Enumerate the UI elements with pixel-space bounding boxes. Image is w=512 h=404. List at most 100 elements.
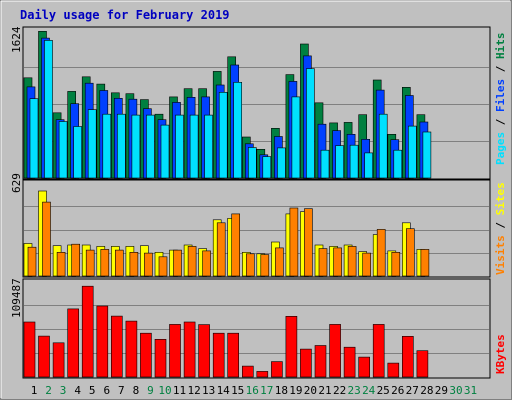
bar-visits-day-25 [376, 229, 386, 277]
bar-kbytes-day-12 [183, 321, 196, 378]
x-tick-label-day-26: 26 [391, 384, 404, 397]
bar-pages-day-27 [407, 125, 417, 179]
x-tick-label-day-7: 7 [118, 384, 125, 397]
x-tick-label-day-5: 5 [89, 384, 96, 397]
x-tick-label-day-1: 1 [31, 384, 38, 397]
legend-sep-1: / [494, 112, 507, 132]
x-tick-label-day-31: 31 [464, 384, 477, 397]
bar-visits-day-7 [115, 249, 124, 277]
bar-pages-day-8 [131, 114, 141, 179]
bar-visits-day-3 [56, 252, 66, 277]
bar-kbytes-day-2 [38, 335, 50, 378]
bar-visits-day-23 [347, 246, 357, 277]
bar-pages-day-1 [29, 98, 39, 179]
bar-kbytes-day-27 [401, 335, 414, 378]
x-tick-label-day-28: 28 [420, 384, 433, 397]
legend-kbytes: KBytes [494, 334, 507, 374]
bar-visits-day-22 [333, 247, 342, 277]
bar-kbytes-day-23 [343, 346, 356, 378]
x-tick-label-day-9: 9 [147, 384, 154, 397]
x-axis-day-labels: 1 2 3 4 5 6 7 8 9 10 11 12 13 14 15 16 17 18 19 20 21 22 23 24 2… [31, 384, 477, 397]
bar-visits-day-13 [202, 250, 211, 277]
bar-kbytes-day-4 [67, 308, 79, 378]
bar-pages-day-5 [87, 109, 97, 179]
x-tick-label-day-8: 8 [133, 384, 140, 397]
legend-visits: Visits [494, 235, 507, 275]
bar-visits-day-2 [42, 201, 51, 277]
bar-visits-day-24 [362, 252, 372, 277]
legend-pages: Pages [494, 132, 507, 165]
x-tick-label-day-10: 10 [158, 384, 171, 397]
bar-pages-day-23 [349, 144, 359, 179]
svg-text:Visits / Sites: Visits / Sites [494, 182, 507, 275]
x-tick-label-day-29: 29 [435, 384, 448, 397]
bar-kbytes-day-18 [271, 361, 283, 378]
bar-visits-day-12 [187, 246, 197, 277]
x-tick-label-day-24: 24 [362, 384, 376, 397]
bar-kbytes-day-21 [314, 345, 327, 378]
bar-pages-day-28 [422, 131, 432, 179]
bar-kbytes-day-20 [300, 348, 312, 378]
bar-kbytes-day-5 [81, 285, 94, 378]
bar-kbytes-day-26 [387, 362, 400, 378]
x-tick-label-day-14: 14 [217, 384, 231, 397]
bar-kbytes-day-17 [256, 371, 269, 378]
x-tick-label-day-21: 21 [318, 384, 331, 397]
legend-sites: Visits / Sites [494, 182, 507, 275]
bar-pages-day-15 [233, 82, 242, 179]
bar-kbytes-day-15 [227, 332, 239, 378]
bar-visits-day-11 [173, 249, 182, 277]
bar-pages-day-20 [306, 68, 315, 179]
bar-pages-day-21 [320, 149, 330, 179]
bar-visits-day-9 [144, 252, 153, 277]
x-tick-label-day-15: 15 [231, 384, 244, 397]
bar-pages-day-17 [262, 156, 272, 179]
bar-pages-day-12 [189, 114, 199, 179]
bar-pages-day-9 [146, 114, 155, 179]
sites-y-max-label: 629 [10, 173, 23, 193]
bar-pages-day-16 [248, 147, 257, 179]
bar-kbytes-day-25 [372, 324, 385, 378]
bar-kbytes-day-8 [125, 320, 138, 378]
x-tick-label-day-17: 17 [260, 384, 273, 397]
bar-pages-day-4 [73, 126, 82, 179]
legend-kbytes-name: KBytes [494, 334, 507, 374]
x-tick-label-day-13: 13 [202, 384, 215, 397]
x-tick-label-day-23: 23 [347, 384, 360, 397]
legend-sites-name: Sites [494, 182, 507, 215]
bar-pages-day-24 [364, 152, 374, 179]
x-tick-label-day-20: 20 [304, 384, 317, 397]
bar-visits-day-6 [100, 249, 110, 277]
bar-pages-day-22 [335, 145, 344, 179]
x-tick-label-day-4: 4 [74, 384, 81, 397]
bar-visits-day-21 [318, 248, 328, 277]
bar-visits-day-18 [275, 247, 284, 277]
bar-pages-day-19 [291, 96, 301, 179]
bar-pages-day-25 [378, 113, 388, 179]
bar-kbytes-day-22 [329, 324, 341, 378]
bar-pages-day-7 [117, 113, 126, 179]
legend-files: Files [494, 79, 507, 112]
bar-kbytes-day-11 [169, 324, 181, 378]
bar-visits-day-10 [158, 256, 168, 277]
chart-title: Daily usage for February 2019 [20, 8, 230, 22]
bar-kbytes-day-3 [52, 342, 65, 378]
x-tick-label-day-2: 2 [45, 384, 52, 397]
bar-pages-day-11 [175, 114, 184, 179]
bar-pages-day-13 [204, 114, 213, 179]
x-tick-label-day-16: 16 [246, 384, 259, 397]
x-tick-label-day-3: 3 [60, 384, 67, 397]
x-tick-label-day-19: 19 [289, 384, 302, 397]
bar-visits-day-28 [420, 249, 430, 277]
x-tick-label-day-22: 22 [333, 384, 346, 397]
bar-visits-day-17 [260, 254, 270, 277]
bar-marks [23, 30, 432, 378]
x-tick-label-day-27: 27 [406, 384, 419, 397]
x-tick-label-day-12: 12 [187, 384, 200, 397]
bar-visits-day-16 [246, 253, 255, 277]
bar-visits-day-15 [231, 213, 240, 277]
bar-kbytes-day-1 [23, 321, 36, 378]
bar-visits-day-1 [27, 246, 37, 277]
